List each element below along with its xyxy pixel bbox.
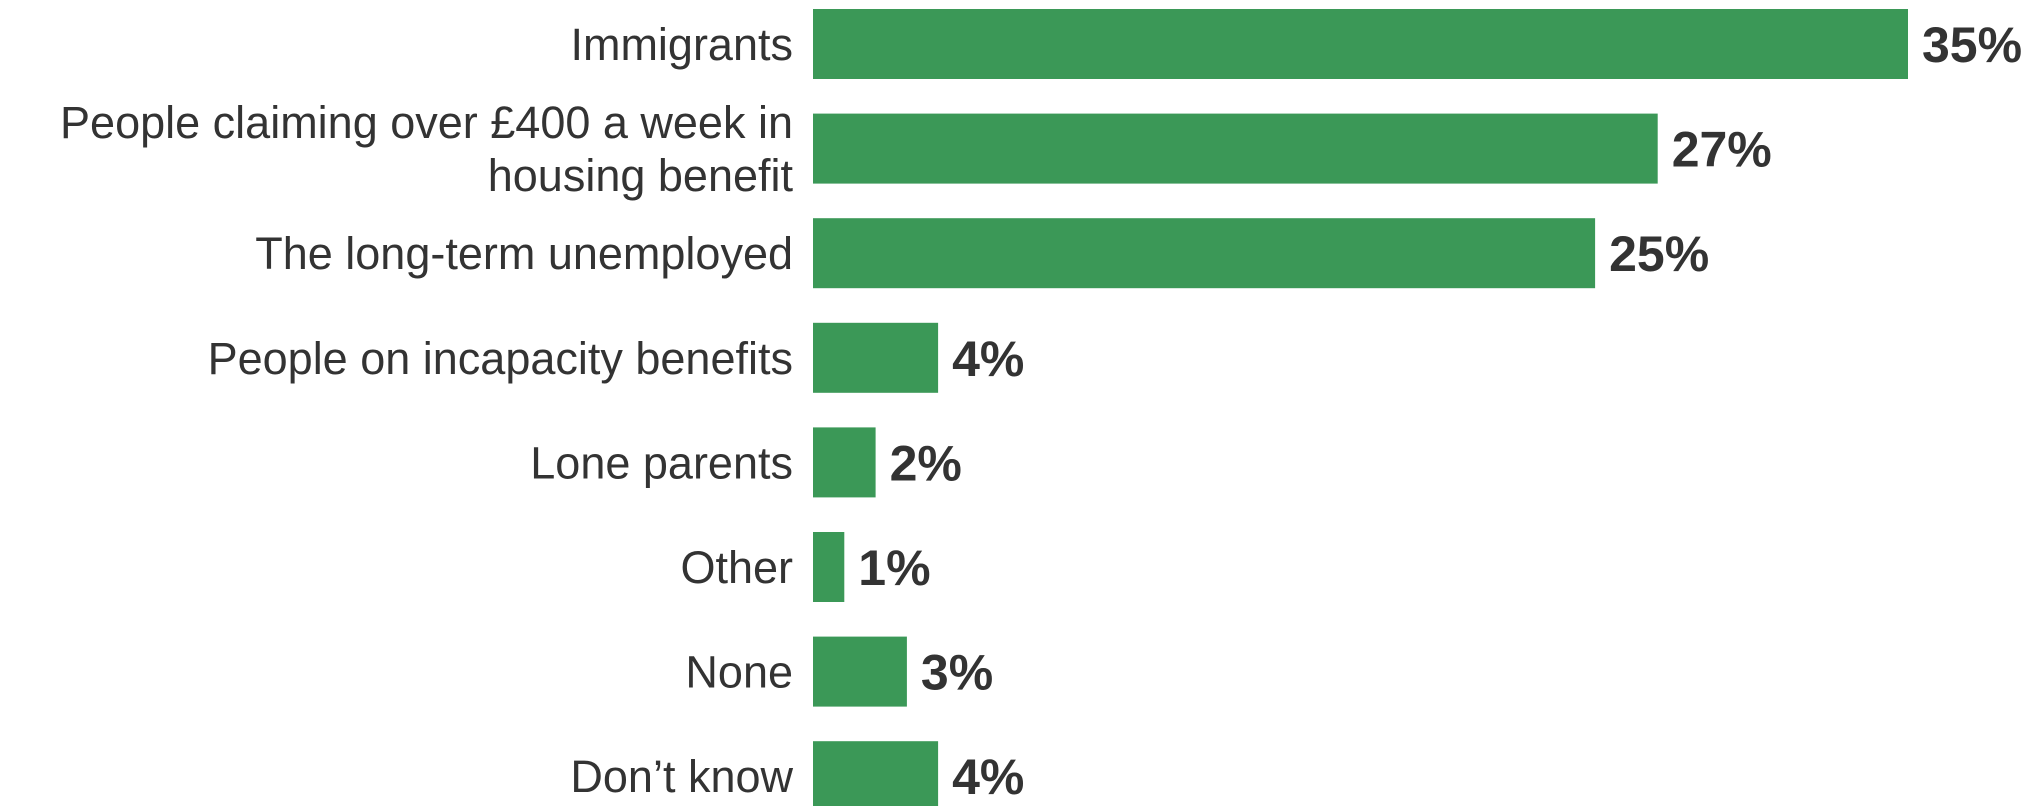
bar xyxy=(813,322,939,393)
bar xyxy=(813,532,845,602)
category-label: People on incapacity benefits xyxy=(208,333,793,384)
value-label: 25% xyxy=(1609,226,1709,282)
category-label: Immigrants xyxy=(570,19,793,70)
value-label: 27% xyxy=(1672,122,1772,178)
value-label: 1% xyxy=(858,540,930,596)
category-label: Lone parents xyxy=(530,437,793,488)
bar xyxy=(813,741,939,806)
value-label: 4% xyxy=(952,331,1024,387)
category-label: Don’t know xyxy=(570,751,793,802)
value-label: 35% xyxy=(1922,17,2022,73)
value-label: 4% xyxy=(952,749,1024,805)
category-label: Other xyxy=(680,542,793,593)
bar xyxy=(813,9,1908,79)
category-label: The long-term unemployed xyxy=(255,228,793,279)
bar xyxy=(813,218,1596,289)
category-label: housing benefit xyxy=(488,150,794,201)
value-label: 2% xyxy=(890,435,962,491)
category-label: People claiming over £400 a week in xyxy=(60,97,793,148)
value-label: 3% xyxy=(921,645,993,701)
bar xyxy=(813,113,1658,184)
bar xyxy=(813,427,876,498)
category-label: None xyxy=(685,647,793,698)
bar xyxy=(813,636,907,707)
